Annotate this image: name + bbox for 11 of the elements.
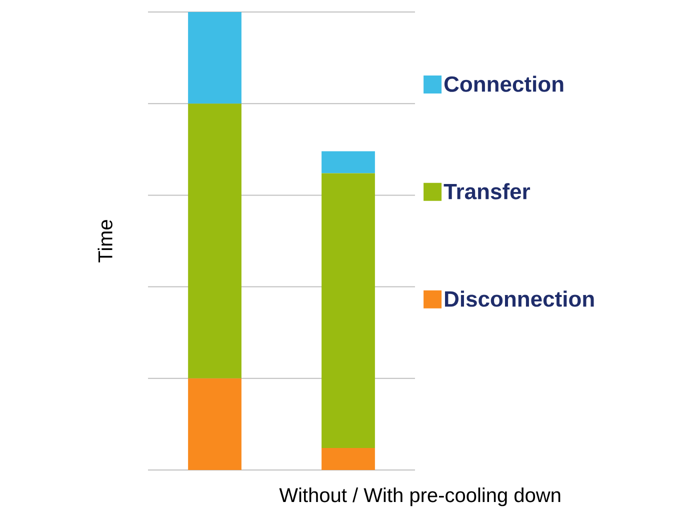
- bar: [188, 12, 242, 104]
- x-axis-title: Without / With pre-cooling down: [279, 488, 560, 506]
- bar: [322, 448, 375, 470]
- y-axis-title: Time: [98, 220, 112, 262]
- bar: [322, 151, 375, 174]
- bar: [188, 378, 242, 470]
- legend-label: Disconnection: [445, 290, 594, 307]
- legend-label: Connection: [444, 76, 564, 92]
- bar: [188, 104, 242, 378]
- bar: [322, 173, 375, 448]
- legend-label: Transfer: [444, 183, 530, 200]
